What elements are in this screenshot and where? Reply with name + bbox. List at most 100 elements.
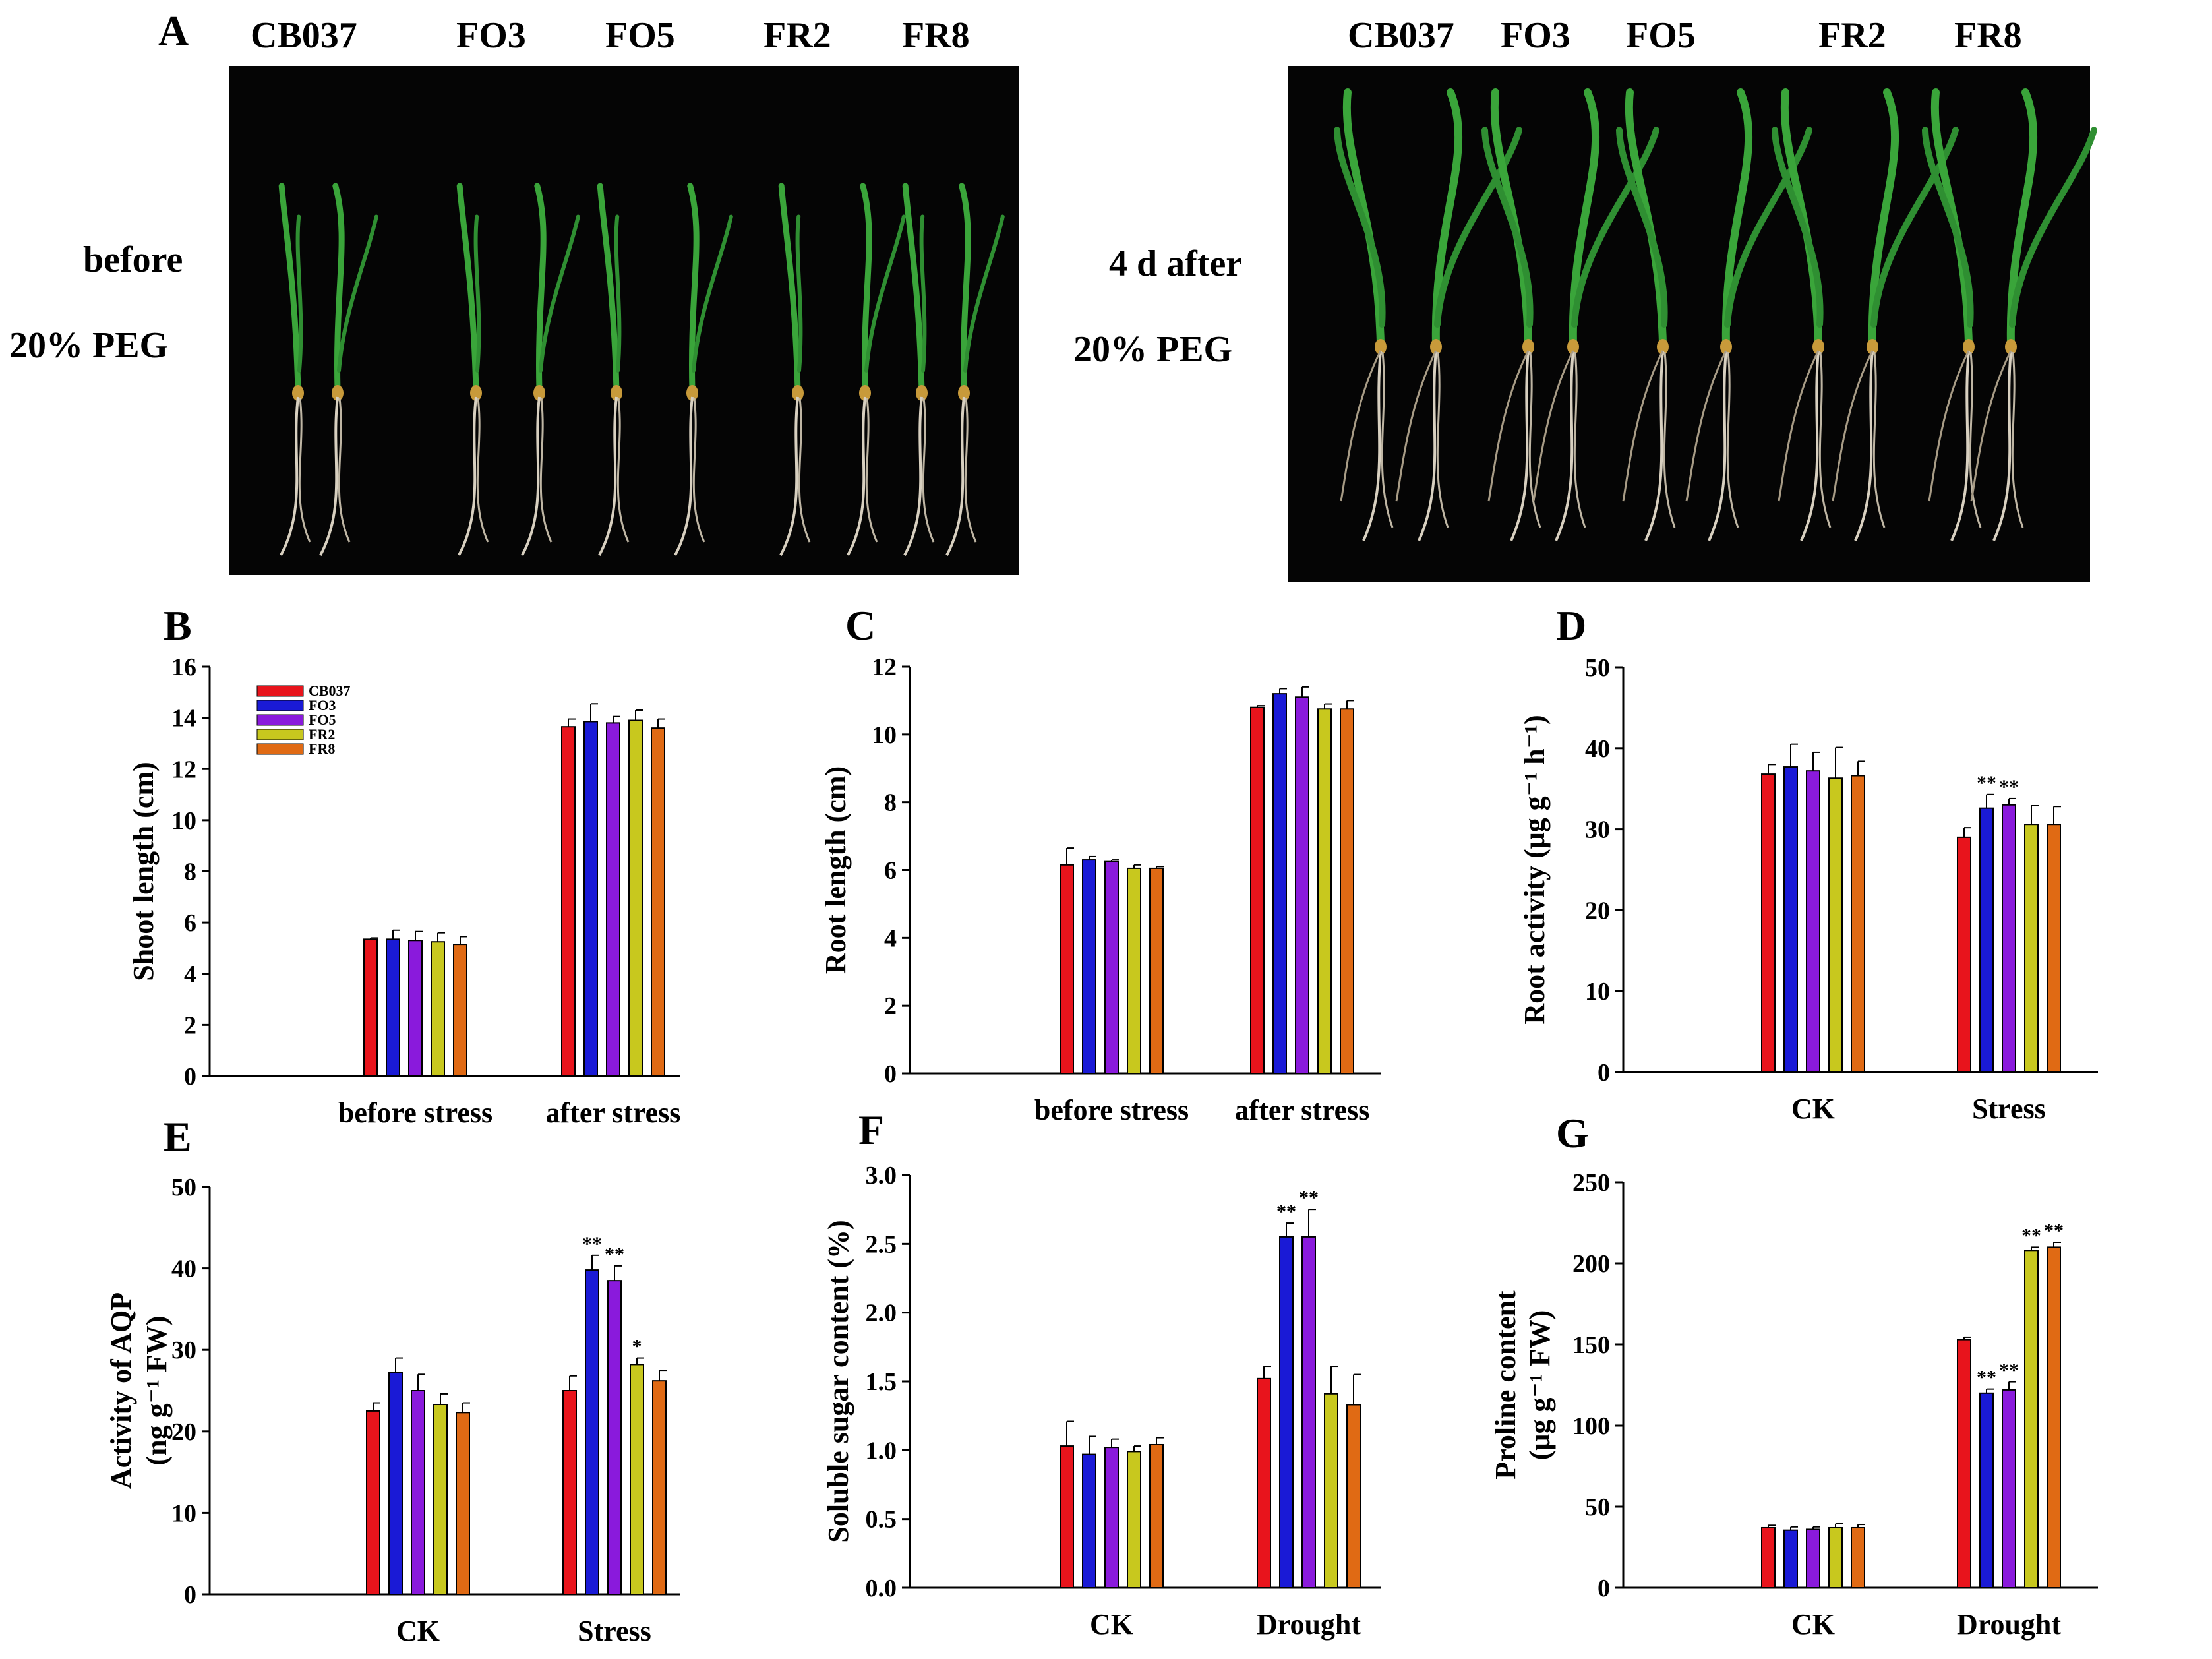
side-label-before-line1: before (83, 239, 183, 280)
seedling-leaf (1616, 127, 1668, 328)
x-category-label: CK (1090, 1608, 1133, 1641)
seedling-root (1726, 351, 1739, 528)
seedling-root (964, 398, 977, 543)
x-category-label: before stress (1034, 1094, 1189, 1126)
seedling-leaf (919, 214, 927, 373)
bar-cb037 (1957, 836, 1971, 1073)
significance-label: ** (1999, 776, 2019, 798)
bar-fo3 (1783, 766, 1798, 1073)
seedling-seed (1812, 339, 1824, 355)
panel-a: A CB037 FO3 FO5 FR2 FR8 before 20% PEG C… (9, 7, 2097, 582)
y-tick-label: 6 (184, 909, 196, 937)
y-tick-label: 30 (1585, 816, 1610, 844)
y-tick-label: 10 (171, 1499, 196, 1527)
seedling-root (903, 396, 923, 556)
seedling-root (616, 398, 630, 543)
seedling-seed (1867, 339, 1878, 355)
seedling-root (1644, 350, 1664, 541)
seedling-leaf (1342, 88, 1385, 348)
bar-fr8 (2047, 1246, 2061, 1588)
seedling-leaf (1334, 127, 1386, 328)
bar-fr2 (2024, 1250, 2039, 1588)
bar-fr2 (1828, 777, 1843, 1073)
y-tick-label: 0 (184, 1063, 196, 1091)
y-tick-label: 12 (171, 756, 196, 783)
y-tick-label: 2.5 (866, 1230, 897, 1258)
seedling-leaf (2009, 127, 2097, 328)
legend-swatch-fo5 (256, 714, 304, 726)
x-category-label: CK (1791, 1608, 1835, 1641)
seedling-seed (1430, 339, 1442, 355)
bar-cb037 (1761, 1526, 1776, 1588)
photo-label-cb037-after: CB037 (1348, 15, 1454, 56)
y-tick-label: 2.0 (866, 1300, 897, 1327)
chart-g: G 0 50 100 150 200 250 Proline content (μg g⁻¹ F… (1489, 1110, 2098, 1641)
seedling-seed (1720, 339, 1732, 355)
legend-swatch-fo3 (256, 700, 304, 711)
bar-cb037 (366, 1410, 380, 1595)
seedling (597, 183, 630, 556)
y-tick-label: 100 (1572, 1412, 1610, 1440)
seedling-seed (792, 385, 804, 401)
seedling-leaf (1772, 127, 1824, 328)
seedling-root (1340, 350, 1382, 502)
bar-fr2 (1324, 1393, 1338, 1589)
legend-swatch-fr8 (256, 743, 304, 755)
seedling-root (692, 398, 705, 543)
seedling-leaf (692, 214, 733, 373)
seedling-seed (958, 385, 970, 401)
seedling-root (1362, 350, 1382, 541)
chart-d: D 0 10 20 30 40 50 Root activity (μg g⁻¹ h⁻¹) CK… (1518, 602, 2098, 1125)
seedling-seed (1963, 339, 1975, 355)
bar-cb037 (363, 938, 378, 1077)
photo-label-fr8-after: FR8 (1954, 15, 2022, 56)
bar-fr8 (652, 1380, 667, 1595)
seedling-root (521, 396, 541, 556)
legend-label-fr8: FR8 (309, 740, 335, 757)
bar-cb037 (1060, 864, 1074, 1074)
y-tick-label: 14 (171, 705, 196, 733)
y-tick-label: 40 (1585, 735, 1610, 763)
bar-cb037 (561, 726, 576, 1077)
bar-fo5 (2002, 804, 2016, 1073)
bar-fo5 (408, 940, 423, 1077)
bar-fo3 (585, 1269, 599, 1596)
bar-fr2 (1127, 1451, 1141, 1588)
bar-fr8 (2047, 824, 2061, 1073)
seedling (847, 183, 906, 556)
panel-letter: F (858, 1106, 884, 1153)
y-tick-label: 20 (1585, 897, 1610, 924)
seedling-leaf (1431, 88, 1463, 348)
y-axis-label: Proline content (1489, 1290, 1522, 1480)
x-category-label: Drought (1957, 1608, 2061, 1641)
seedling-root (945, 396, 965, 556)
seedling-root (338, 398, 351, 543)
side-label-after-line1: 4 d after (1109, 243, 1242, 284)
panel-letter: D (1556, 602, 1586, 649)
photo-label-fo3-after: FO3 (1501, 15, 1570, 56)
seedling-root (598, 396, 618, 556)
legend-label-fo3: FO3 (309, 697, 336, 713)
significance-label: ** (1299, 1187, 1319, 1209)
seedling-root (1555, 350, 1574, 541)
bar-fr2 (1828, 1526, 1843, 1588)
bar-fo5 (1104, 1447, 1119, 1588)
side-label-after-line2: 20% PEG (1073, 329, 1232, 370)
seedling-leaf (337, 214, 378, 373)
seedling-seed (332, 385, 344, 401)
seedling-seed (470, 385, 482, 401)
seedling-leaf (534, 183, 547, 394)
y-axis-label: Shoot length (cm) (127, 762, 160, 980)
x-category-label: CK (1791, 1093, 1835, 1125)
seedling-leaf (963, 214, 1005, 373)
seedling-leaf (2006, 88, 2038, 348)
y-tick-label: 8 (884, 789, 897, 817)
seedling-root (458, 396, 477, 556)
seedling-leaf (597, 183, 620, 394)
seedling-root (1969, 351, 1982, 528)
bar-fo3 (1783, 1529, 1798, 1588)
y-tick-label: 2 (184, 1011, 196, 1039)
bar-fo3 (1279, 1236, 1294, 1588)
photo-background-before (229, 66, 1019, 575)
